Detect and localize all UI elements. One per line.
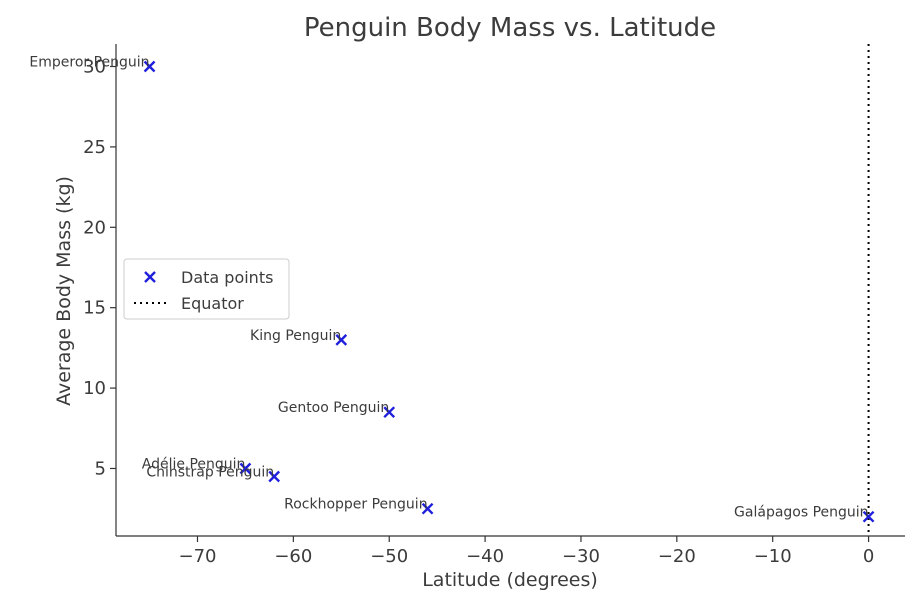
y-tick-label: 10 [83, 378, 106, 399]
data-point-x-stroke [335, 333, 348, 346]
x-tick-label: −60 [274, 546, 312, 567]
data-point [383, 406, 396, 419]
point-label: Gentoo Penguin [278, 400, 389, 416]
data-point-x-stroke [421, 502, 434, 515]
data-point-x-stroke [268, 470, 281, 483]
y-tick-label: 20 [83, 217, 106, 238]
chart-title: Penguin Body Mass vs. Latitude [304, 13, 716, 43]
data-point-x-stroke [239, 462, 252, 475]
y-axis-label: Average Body Mass (kg) [53, 176, 75, 406]
legend-marker-data-points [144, 271, 156, 283]
point-label: Rockhopper Penguin [284, 497, 427, 513]
data-point [239, 462, 252, 475]
x-tick-label: −40 [466, 546, 504, 567]
x-tick-label: −20 [658, 546, 696, 567]
point-label: Galápagos Penguin [734, 505, 869, 521]
data-point [335, 333, 348, 346]
y-tick-label: 5 [95, 458, 106, 479]
data-point [268, 470, 281, 483]
legend-label-equator: Equator [181, 294, 244, 313]
point-label: Adélie Penguin [142, 456, 246, 472]
y-tick-label: 15 [83, 298, 106, 319]
legend-marker-stroke [144, 271, 156, 283]
point-label: King Penguin [250, 328, 341, 344]
data-point-x-stroke [383, 406, 396, 419]
x-axis-label: Latitude (degrees) [422, 569, 598, 591]
data-point-x-stroke [862, 510, 875, 523]
point-label: Chinstrap Penguin [146, 465, 274, 481]
x-tick-label: −30 [562, 546, 600, 567]
y-tick-label: 30 [83, 57, 106, 78]
data-point-x-stroke [143, 60, 156, 73]
x-tick-label: −50 [370, 546, 408, 567]
data-point [143, 60, 156, 73]
data-point [421, 502, 434, 515]
y-tick-label: 25 [83, 137, 106, 158]
x-tick-label: 0 [863, 546, 874, 567]
x-tick-label: −70 [178, 546, 216, 567]
plot-area: −70 −60 −50 −40 −30 −20 −10 0 5 10 15 20 25 30Emperor… [29, 44, 905, 567]
x-tick-label: −10 [754, 546, 792, 567]
point-label: Emperor Penguin [29, 55, 149, 71]
legend-label-data-points: Data points [181, 268, 273, 287]
data-point [862, 510, 875, 523]
legend: Data points Equator [123, 258, 290, 320]
